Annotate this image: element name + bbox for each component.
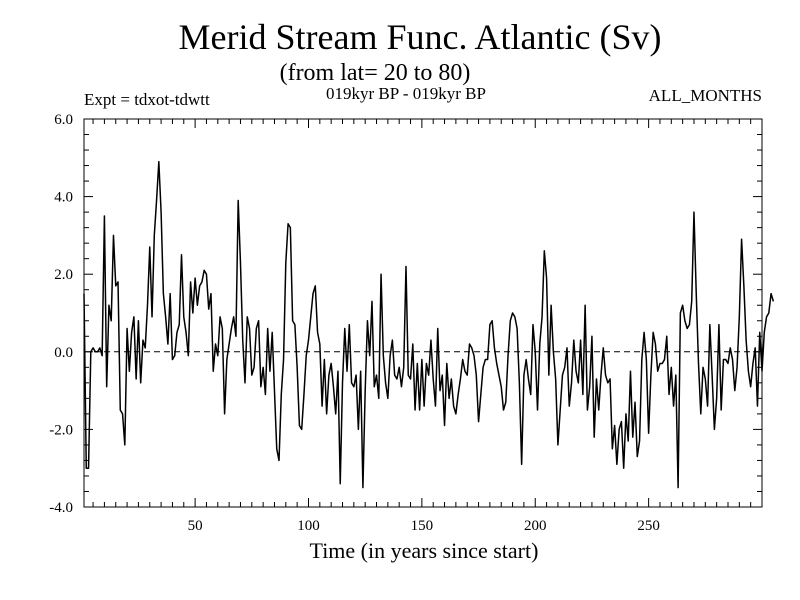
y-tick-label: -2.0 [49, 422, 73, 438]
y-tick-label: 0.0 [54, 345, 73, 361]
months-label: ALL_MONTHS [648, 86, 762, 105]
x-axis-label: Time (in years since start) [309, 538, 539, 563]
x-tick-label: 200 [524, 518, 547, 534]
y-tick-label: -4.0 [49, 500, 73, 516]
y-tick-label: 4.0 [54, 190, 73, 206]
x-tick-label: 150 [411, 518, 434, 534]
y-tick-label: 6.0 [54, 112, 73, 128]
x-tick-label: 250 [637, 518, 660, 534]
series-line [83, 160, 775, 489]
chart-subtitle: (from lat= 20 to 80) [279, 60, 471, 86]
experiment-label: Expt = tdxot-tdwtt [84, 90, 210, 109]
x-tick-label: 50 [188, 518, 203, 534]
plot-frame [83, 118, 763, 508]
period-label: 019kyr BP - 019kyr BP [326, 84, 486, 103]
y-tick-label: 2.0 [54, 267, 73, 283]
chart-title: Merid Stream Func. Atlantic (Sv) [178, 17, 662, 57]
x-tick-label: 100 [297, 518, 320, 534]
